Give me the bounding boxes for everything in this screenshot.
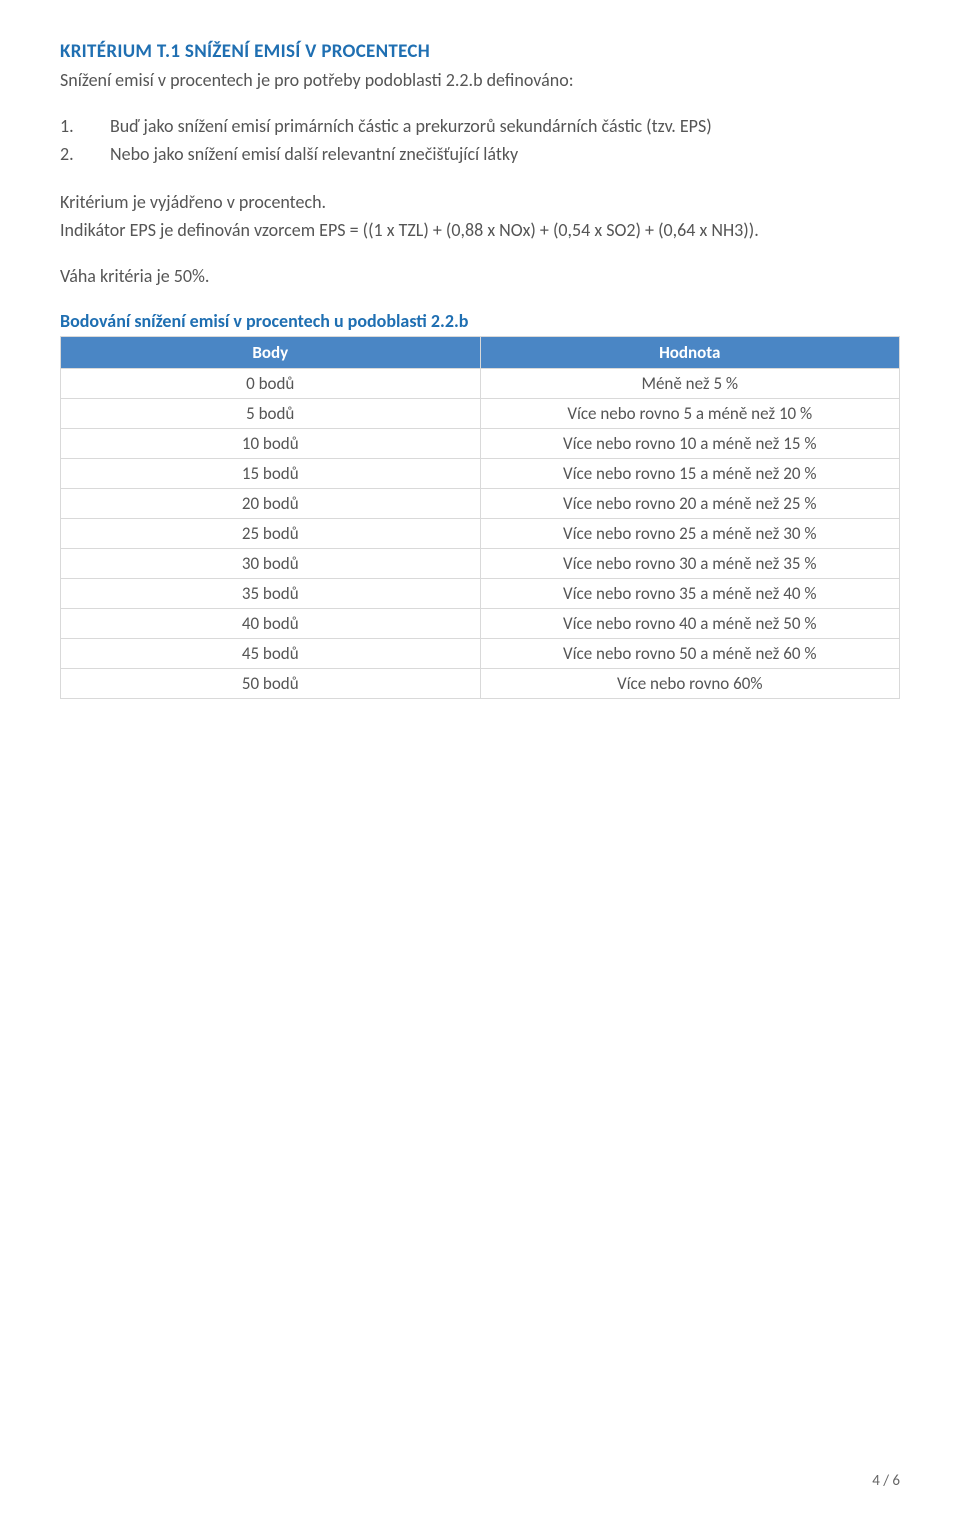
cell-points: 35 bodů (61, 578, 481, 608)
cell-points: 0 bodů (61, 368, 481, 398)
cell-points: 15 bodů (61, 458, 481, 488)
page-number: 4 / 6 (872, 1472, 900, 1490)
enum-item: Buď jako snížení emisí primárních částic… (60, 113, 900, 139)
cell-value: Více nebo rovno 40 a méně než 50 % (480, 608, 900, 638)
criterion-definition: Snížení emisí v procentech je pro potřeb… (60, 67, 900, 93)
criterion-indicator: Indikátor EPS je definován vzorcem EPS =… (60, 217, 900, 243)
cell-value: Více nebo rovno 15 a méně než 20 % (480, 458, 900, 488)
cell-points: 30 bodů (61, 548, 481, 578)
cell-points: 20 bodů (61, 488, 481, 518)
page: KRITÉRIUM T.1 SNÍŽENÍ EMISÍ V PROCENTECH… (0, 0, 960, 1518)
col-header-points: Body (61, 336, 481, 368)
col-header-value: Hodnota (480, 336, 900, 368)
table-row: 5 bodůVíce nebo rovno 5 a méně než 10 % (61, 398, 900, 428)
cell-value: Více nebo rovno 60% (480, 668, 900, 698)
criterion-title: KRITÉRIUM T.1 SNÍŽENÍ EMISÍ V PROCENTECH (60, 40, 900, 63)
table-row: 50 bodůVíce nebo rovno 60% (61, 668, 900, 698)
table-header-row: Body Hodnota (61, 336, 900, 368)
table-row: 35 bodůVíce nebo rovno 35 a méně než 40 … (61, 578, 900, 608)
scoring-table: Body Hodnota 0 bodůMéně než 5 %5 bodůVíc… (60, 336, 900, 699)
criterion-enum: Buď jako snížení emisí primárních částic… (60, 113, 900, 167)
cell-points: 25 bodů (61, 518, 481, 548)
table-row: 15 bodůVíce nebo rovno 15 a méně než 20 … (61, 458, 900, 488)
enum-item: Nebo jako snížení emisí další relevantní… (60, 141, 900, 167)
cell-value: Více nebo rovno 25 a méně než 30 % (480, 518, 900, 548)
table-row: 25 bodůVíce nebo rovno 25 a méně než 30 … (61, 518, 900, 548)
table-row: 30 bodůVíce nebo rovno 30 a méně než 35 … (61, 548, 900, 578)
cell-value: Více nebo rovno 5 a méně než 10 % (480, 398, 900, 428)
criterion-expressed: Kritérium je vyjádřeno v procentech. (60, 189, 900, 215)
scoring-tbody: 0 bodůMéně než 5 %5 bodůVíce nebo rovno … (61, 368, 900, 698)
cell-points: 50 bodů (61, 668, 481, 698)
table-row: 20 bodůVíce nebo rovno 20 a méně než 25 … (61, 488, 900, 518)
scoring-caption: Bodování snížení emisí v procentech u po… (60, 310, 900, 332)
criterion-weight: Váha kritéria je 50%. (60, 263, 900, 289)
table-row: 0 bodůMéně než 5 % (61, 368, 900, 398)
table-row: 10 bodůVíce nebo rovno 10 a méně než 15 … (61, 428, 900, 458)
table-row: 45 bodůVíce nebo rovno 50 a méně než 60 … (61, 638, 900, 668)
cell-points: 40 bodů (61, 608, 481, 638)
cell-points: 10 bodů (61, 428, 481, 458)
cell-value: Méně než 5 % (480, 368, 900, 398)
cell-value: Více nebo rovno 50 a méně než 60 % (480, 638, 900, 668)
cell-points: 45 bodů (61, 638, 481, 668)
table-row: 40 bodůVíce nebo rovno 40 a méně než 50 … (61, 608, 900, 638)
cell-value: Více nebo rovno 30 a méně než 35 % (480, 548, 900, 578)
cell-points: 5 bodů (61, 398, 481, 428)
cell-value: Více nebo rovno 10 a méně než 15 % (480, 428, 900, 458)
cell-value: Více nebo rovno 35 a méně než 40 % (480, 578, 900, 608)
cell-value: Více nebo rovno 20 a méně než 25 % (480, 488, 900, 518)
